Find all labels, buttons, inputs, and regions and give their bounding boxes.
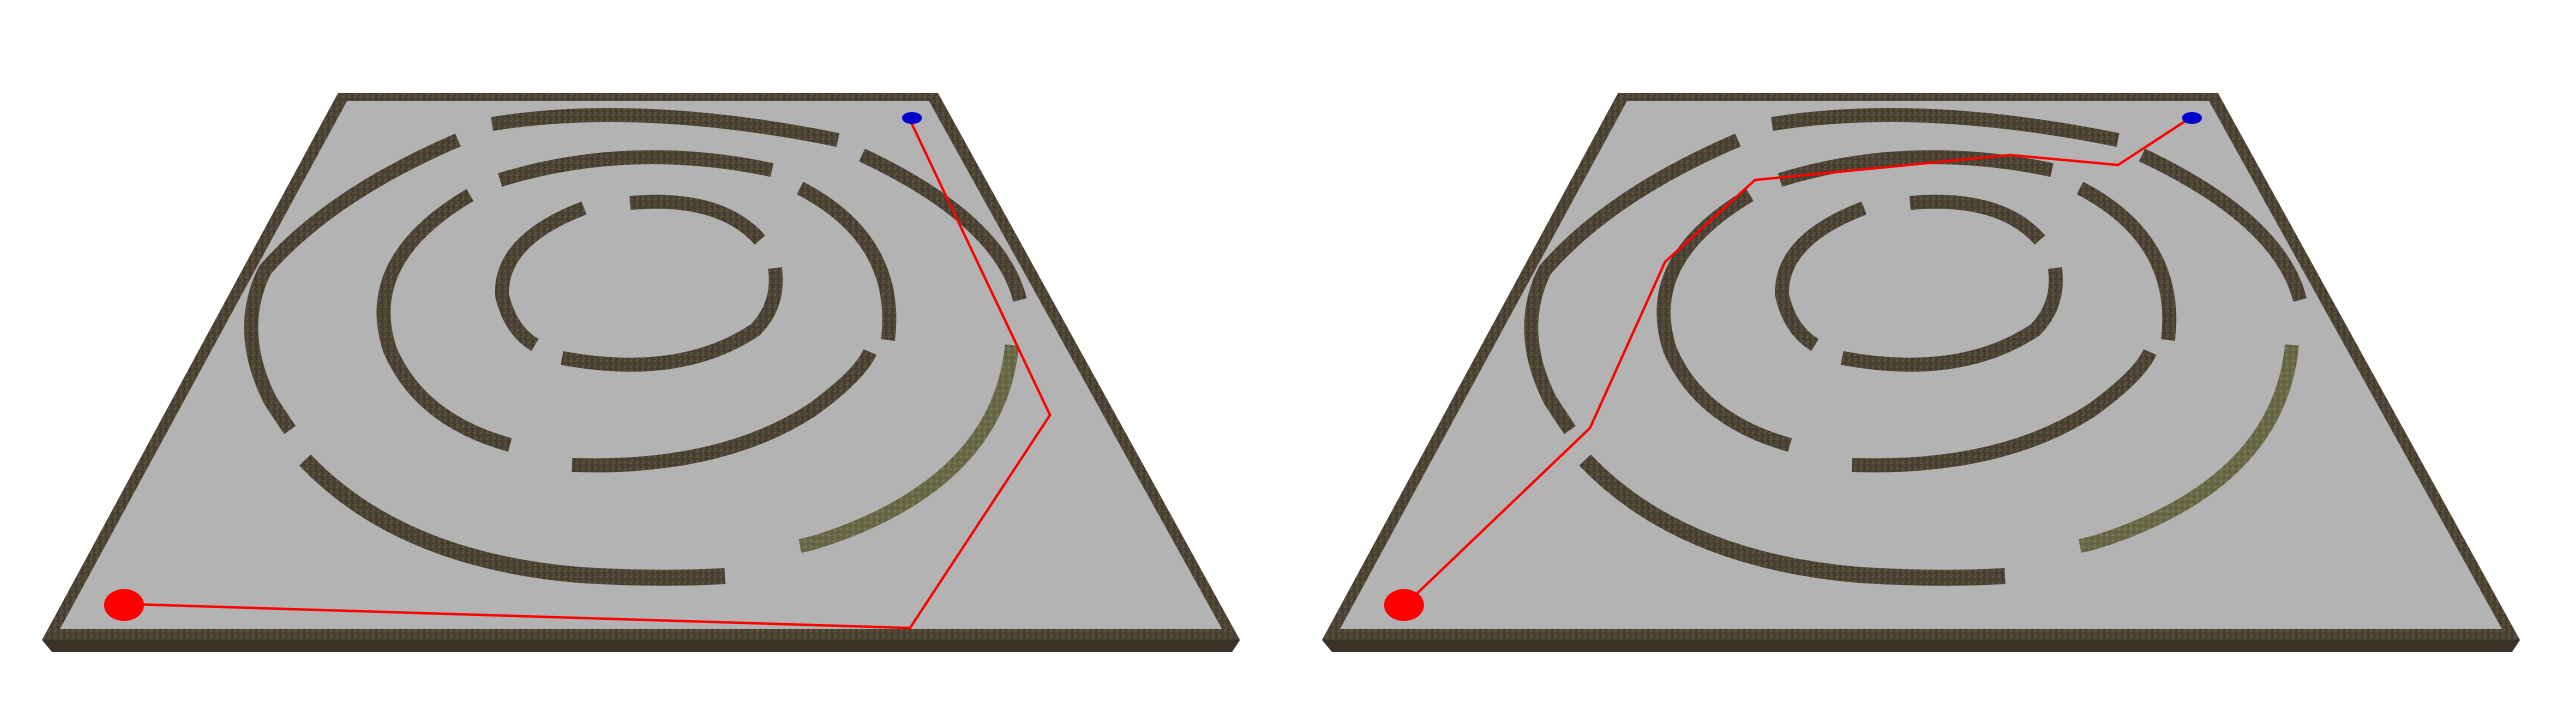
- outer-ring-wall-bottom: [1579, 454, 2006, 586]
- outer-ring-wall-top-right: [859, 148, 1027, 302]
- middle-ring-wall-right: [796, 181, 897, 341]
- inner-ring-wall-left: [1774, 201, 1867, 352]
- outer-ring-wall-top-right: [2139, 148, 2307, 302]
- middle-ring-wall-top: [497, 150, 774, 187]
- path-line: [124, 119, 1052, 630]
- outer-ring-wall-bottom-right: [798, 344, 1019, 553]
- start-ball-marker: [1384, 589, 1424, 621]
- outer-ring-wall-top: [1770, 108, 2120, 147]
- maze-walls: [1524, 108, 2307, 586]
- goal-marker: [2182, 112, 2202, 124]
- inner-ring-wall-top: [1909, 194, 2046, 245]
- outer-ring-wall-bottom: [299, 454, 726, 586]
- path-line: [1404, 116, 2191, 606]
- middle-ring-wall-right: [2076, 181, 2177, 341]
- middle-ring-wall-left: [376, 188, 512, 452]
- inner-ring-wall-top: [629, 194, 766, 245]
- maze-view-left: [42, 93, 1240, 652]
- board-frame-front: [1322, 640, 2520, 652]
- outer-ring-wall-top-left: [244, 133, 461, 435]
- inner-ring-wall-bottom: [1840, 267, 2063, 372]
- maze-walls: [244, 108, 1027, 586]
- outer-ring-wall-top: [490, 108, 840, 147]
- start-ball-marker: [104, 589, 144, 621]
- middle-ring-wall-top: [1777, 150, 2054, 187]
- middle-ring-wall-bottom: [1851, 348, 2157, 473]
- inner-ring-wall-left: [494, 201, 587, 352]
- outer-ring-wall-bottom-right: [2078, 344, 2299, 553]
- middle-ring-wall-left: [1656, 188, 1792, 452]
- goal-marker: [902, 112, 922, 124]
- maze-view-right: [1322, 93, 2520, 652]
- inner-ring-wall-bottom: [560, 267, 783, 372]
- middle-ring-wall-bottom: [571, 348, 877, 473]
- board-frame-front: [42, 640, 1240, 652]
- outer-ring-wall-top-left: [1524, 133, 1741, 435]
